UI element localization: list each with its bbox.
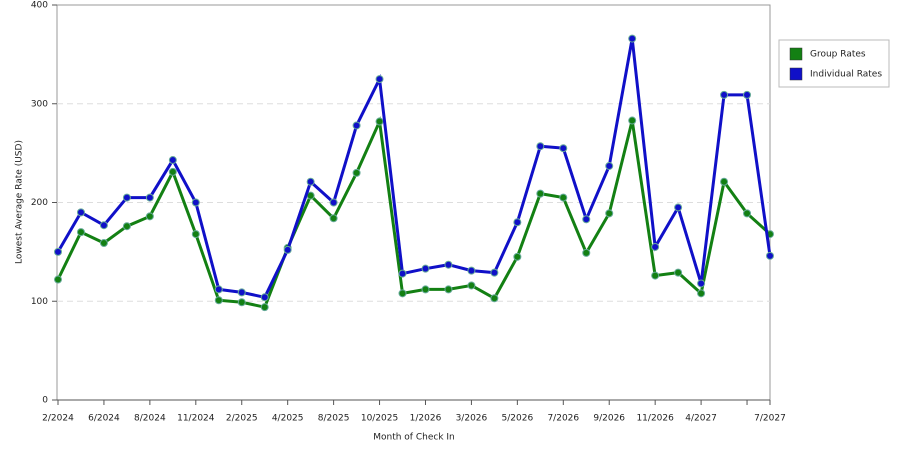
data-point — [559, 193, 568, 202]
legend-swatch — [789, 67, 803, 81]
data-point — [54, 247, 62, 256]
x-tick-label: 9/2026 — [593, 414, 625, 424]
data-point — [375, 117, 384, 126]
data-point — [168, 156, 177, 165]
series-line — [56, 116, 772, 309]
data-point — [720, 90, 729, 99]
data-point — [582, 248, 591, 257]
data-point — [766, 251, 774, 260]
legend-label: Group Rates — [810, 50, 866, 60]
x-tick-label: 11/2024 — [177, 414, 215, 424]
data-point — [582, 215, 591, 224]
data-point — [375, 75, 384, 84]
data-point — [283, 245, 292, 254]
data-point — [513, 218, 522, 227]
data-point — [398, 269, 407, 278]
data-point — [237, 298, 246, 307]
data-point — [99, 238, 108, 247]
data-point — [605, 161, 614, 170]
data-point — [743, 209, 752, 218]
data-point — [490, 294, 499, 303]
x-tick-label: 10/2025 — [361, 414, 398, 424]
data-point — [467, 281, 476, 290]
data-point — [54, 275, 62, 284]
data-point — [674, 203, 683, 212]
data-point — [559, 144, 568, 153]
x-tick-label: 7/2027 — [754, 414, 786, 424]
data-point — [513, 252, 522, 261]
x-tick-label: 2/2024 — [42, 414, 74, 424]
data-point — [536, 189, 545, 198]
data-point — [444, 260, 453, 269]
x-tick-label: 8/2025 — [318, 414, 350, 424]
data-point — [76, 208, 85, 217]
data-point — [628, 34, 637, 43]
data-point — [122, 222, 131, 231]
data-point — [260, 303, 269, 312]
data-point — [720, 177, 729, 186]
y-tick-label: 0 — [42, 396, 48, 406]
data-point — [237, 288, 246, 297]
legend-label: Individual Rates — [810, 70, 882, 80]
x-tick-label: 6/2024 — [88, 414, 120, 424]
x-tick-label: 2/2025 — [226, 414, 258, 424]
data-point — [260, 293, 269, 302]
data-point — [536, 142, 545, 151]
data-point — [467, 266, 476, 275]
y-tick-label: 100 — [31, 297, 48, 307]
data-point — [697, 289, 706, 298]
data-point — [214, 285, 223, 294]
data-point — [306, 177, 315, 186]
data-point — [329, 198, 338, 207]
data-point — [99, 221, 108, 230]
x-tick-label: 5/2026 — [502, 414, 534, 424]
x-tick-label: 7/2026 — [547, 414, 579, 424]
data-point — [651, 271, 660, 280]
y-tick-label: 300 — [31, 99, 48, 109]
data-point — [145, 193, 154, 202]
plot-frame — [56, 4, 771, 401]
y-tick-label: 400 — [31, 1, 48, 11]
x-tick-label: 4/2025 — [272, 414, 304, 424]
y-tick-label: 200 — [31, 198, 48, 208]
data-point — [398, 289, 407, 298]
data-point — [76, 228, 85, 237]
x-tick-label: 11/2026 — [636, 414, 674, 424]
legend-swatch — [789, 47, 803, 61]
data-point — [191, 198, 200, 207]
data-point — [122, 193, 131, 202]
data-point — [490, 268, 499, 277]
data-point — [421, 264, 430, 273]
x-tick-label: 3/2026 — [456, 414, 488, 424]
series-line — [56, 38, 772, 300]
x-tick-label: 8/2024 — [134, 414, 166, 424]
y-axis-label: Lowest Average Rate (USD) — [15, 140, 25, 264]
data-point — [191, 230, 200, 239]
data-point — [697, 279, 706, 288]
data-point — [329, 214, 338, 223]
x-tick-label: 1/2026 — [410, 414, 442, 424]
data-point — [444, 285, 453, 294]
data-point — [214, 296, 223, 305]
data-point — [674, 268, 683, 277]
data-point — [352, 121, 361, 130]
data-point — [168, 167, 177, 176]
x-axis-label: Month of Check In — [373, 433, 455, 443]
data-point — [743, 90, 752, 99]
data-point — [352, 168, 361, 177]
data-point — [605, 209, 614, 218]
data-point — [145, 212, 154, 221]
data-point — [421, 285, 430, 294]
x-tick-label: 4/2027 — [685, 414, 717, 424]
data-point — [628, 116, 637, 125]
data-point — [651, 242, 660, 251]
